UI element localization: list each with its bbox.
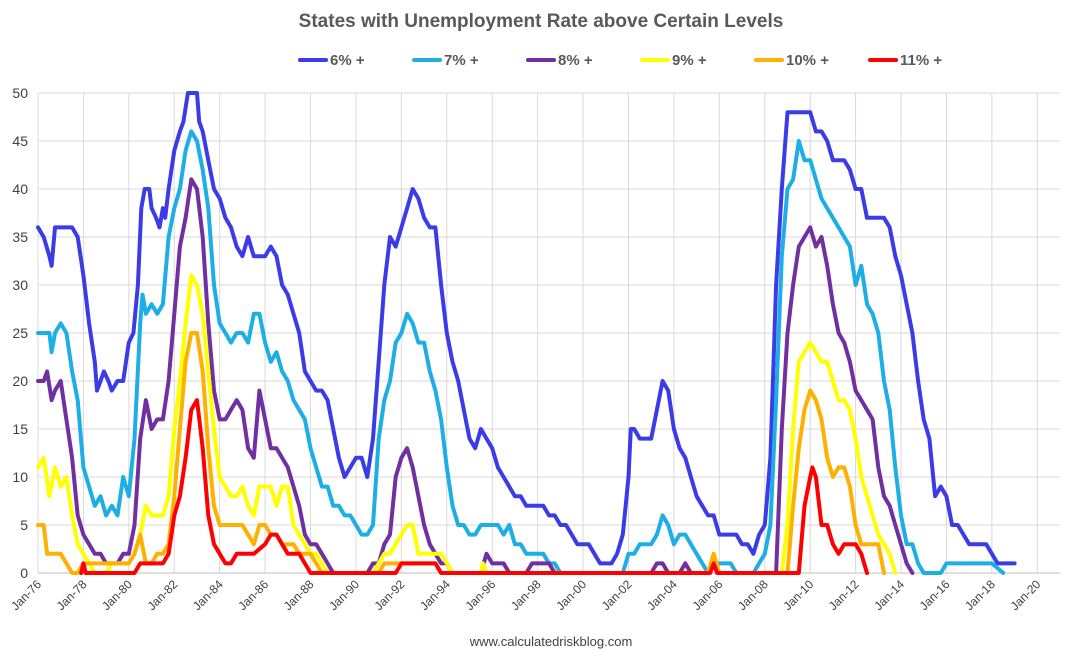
y-tick-label: 5: [20, 517, 28, 533]
y-tick-label: 50: [12, 85, 28, 101]
x-tick-label: Jan-96: [462, 577, 498, 613]
x-tick-label: Jan-94: [417, 577, 453, 613]
x-tick-label: Jan-84: [190, 577, 226, 613]
x-tick-label: Jan-80: [99, 577, 135, 613]
x-tick-label: Jan-06: [690, 577, 726, 613]
x-tick-label: Jan-82: [145, 577, 181, 613]
x-axis: Jan-76 Jan-78 Jan-80 Jan-82 Jan-84 Jan-86 Jan-…: [8, 572, 1060, 613]
legend-label: 9% +: [672, 52, 707, 69]
x-tick-label: Jan-76: [8, 577, 44, 613]
series-line-0: [36, 91, 1017, 566]
legend-label: 11% +: [900, 52, 942, 69]
y-tick-label: 30: [12, 277, 28, 293]
x-tick-label: Jan-88: [281, 577, 317, 613]
x-tick-label: Jan-08: [735, 577, 771, 613]
y-tick-label: 15: [12, 421, 28, 437]
x-tick-label: Jan-10: [780, 577, 816, 613]
x-tick-label: Jan-92: [372, 577, 408, 613]
chart-title: States with Unemployment Rate above Cert…: [299, 11, 784, 32]
y-tick-label: 10: [12, 469, 28, 485]
x-tick-label: Jan-02: [599, 577, 635, 613]
legend-label: 7% +: [444, 52, 479, 69]
y-tick-label: 40: [12, 181, 28, 197]
x-tick-label: Jan-86: [235, 577, 271, 613]
x-tick-label: Jan-04: [644, 577, 680, 613]
series-line-5: [79, 398, 869, 575]
x-tick-label: Jan-18: [962, 577, 998, 613]
y-tick-label: 0: [20, 565, 28, 581]
series-line-1: [36, 129, 1006, 575]
series-lines: [36, 91, 1017, 575]
legend-label: 6% +: [330, 52, 365, 69]
x-tick-label: Jan-78: [54, 577, 90, 613]
x-tick-label: Jan-20: [1008, 577, 1044, 613]
x-tick-label: Jan-16: [917, 577, 953, 613]
y-tick-label: 20: [12, 373, 28, 389]
x-tick-label: Jan-98: [508, 577, 544, 613]
legend-label: 8% +: [558, 52, 593, 69]
legend-label: 10% +: [786, 52, 829, 69]
y-axis: 0 5 10 15 20 25 30 35 40 45 50: [12, 85, 28, 581]
y-tick-label: 25: [12, 325, 28, 341]
y-tick-label: 35: [12, 229, 28, 245]
legend: 6% + 7% + 8% + 9% + 10% + 11% +: [298, 52, 942, 69]
x-tick-label: Jan-00: [553, 577, 589, 613]
x-tick-label: Jan-12: [826, 577, 862, 613]
source-footer: www.calculatedriskblog.com: [469, 634, 633, 649]
x-tick-label: Jan-14: [871, 577, 907, 613]
x-tick-label: Jan-90: [326, 577, 362, 613]
series-line-2: [36, 177, 915, 575]
y-tick-label: 45: [12, 133, 28, 149]
